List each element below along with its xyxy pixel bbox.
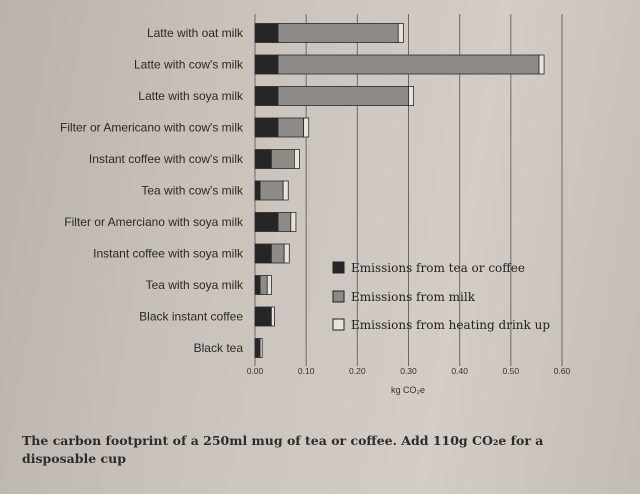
bar-segment-series-2: [277, 54, 540, 75]
bar-segment-series-1: [254, 149, 272, 169]
bar-segment-series-2: [259, 275, 268, 295]
bar-segment-series-1: [254, 212, 279, 232]
bar-segment-series-1: [254, 306, 272, 327]
bar-segment-series-1: [254, 180, 261, 201]
bar-segment-series-3: [282, 180, 289, 201]
bar-segment-series-3: [408, 86, 415, 106]
bar-segment-series-2: [277, 86, 409, 106]
bar-segment-series-2: [277, 117, 305, 138]
category-label: Filter or Amerciano with soya milk: [64, 215, 244, 229]
category-label: Latte with cow's milk: [134, 58, 244, 72]
bar-segment-series-1: [254, 243, 272, 264]
bar-segment-series-2: [259, 180, 284, 201]
bar-segment-series-1: [254, 275, 261, 295]
bar-segment-series-1: [254, 338, 261, 358]
bar-segment-series-3: [283, 243, 290, 264]
legend-swatch: [332, 261, 345, 274]
bar-segment-series-2: [277, 212, 292, 232]
bar-segment-series-2: [270, 243, 285, 264]
x-tick-label: 0.20: [349, 366, 366, 376]
category-label: Instant coffee with soya milk: [93, 247, 244, 261]
x-tick-label: 0.30: [400, 366, 417, 376]
bar-segment-series-1: [254, 54, 279, 75]
x-axis-title: kg CO₂e: [391, 385, 425, 395]
bar-segment-series-1: [254, 23, 279, 43]
bar-segment-series-2: [270, 149, 295, 169]
category-label: Instant coffee with cow's milk: [89, 152, 244, 166]
bar-segment-series-1: [254, 86, 279, 106]
legend-swatch: [332, 290, 345, 303]
bar-segment-series-3: [270, 306, 275, 327]
category-label: Latte with oat milk: [147, 26, 244, 40]
x-tick-label: 0.50: [503, 366, 520, 376]
bar-segment-series-3: [290, 212, 297, 232]
category-label: Tea with soya milk: [146, 278, 244, 292]
category-label: Filter or Americano with cow's milk: [60, 121, 244, 135]
bar-segment-series-3: [259, 338, 263, 358]
bar-segment-series-1: [254, 117, 279, 138]
x-tick-label: 0.10: [298, 366, 315, 376]
bar-segment-series-3: [293, 149, 300, 169]
category-label: Tea with cow's milk: [141, 184, 244, 198]
bar-segment-series-2: [277, 23, 399, 43]
category-label: Black tea: [194, 341, 244, 355]
legend-swatch: [332, 318, 345, 331]
bar-segment-series-3: [538, 54, 545, 75]
bar-segment-series-3: [266, 275, 272, 295]
bar-segment-series-3: [303, 117, 310, 138]
legend-label: Emissions from tea or coffee: [351, 261, 525, 275]
x-tick-label: 0.00: [247, 366, 264, 376]
legend-label: Emissions from heating drink up: [351, 318, 550, 332]
bar-segment-series-3: [397, 23, 404, 43]
x-tick-label: 0.60: [554, 366, 571, 376]
chart-caption: The carbon footprint of a 250ml mug of t…: [22, 433, 544, 466]
category-label: Latte with soya milk: [138, 89, 244, 103]
x-tick-label: 0.40: [451, 366, 468, 376]
legend-label: Emissions from milk: [351, 290, 476, 304]
category-label: Black instant coffee: [139, 310, 243, 324]
